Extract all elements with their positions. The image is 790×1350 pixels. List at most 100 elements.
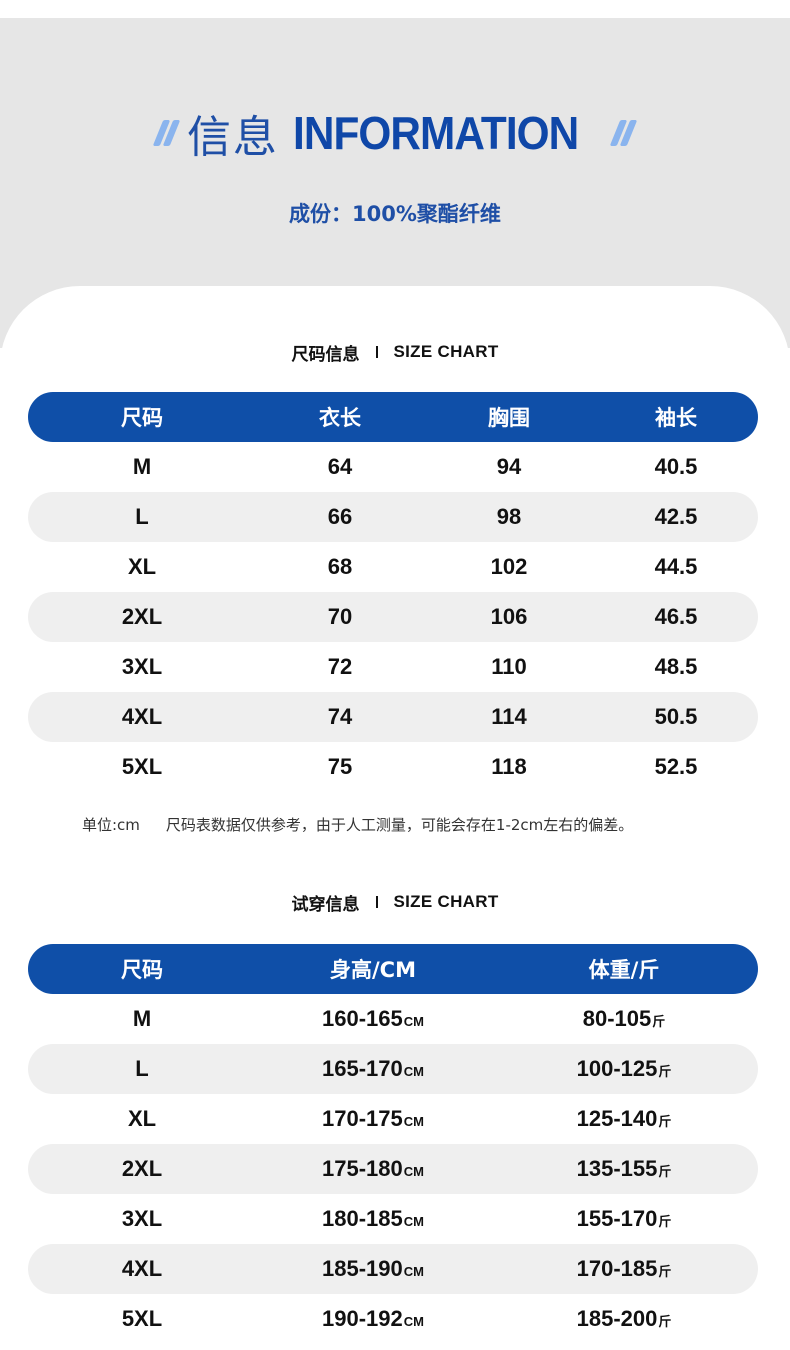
cell-value: 190-192	[322, 1306, 403, 1331]
table-row: M 64 94 40.5	[28, 442, 758, 492]
table-cell: 180-185CM	[256, 1206, 490, 1232]
fit-col-header: 尺码	[121, 958, 163, 982]
size-col-header: 尺码	[121, 406, 163, 430]
table-row: XL 68 102 44.5	[28, 542, 758, 592]
size-col-header: 衣长	[319, 406, 361, 430]
table-cell: 5XL	[121, 754, 163, 779]
table-cell: 48.5	[654, 654, 698, 679]
table-cell: 190-192CM	[256, 1306, 490, 1332]
table-cell: 185-190CM	[256, 1256, 490, 1282]
table-cell: 185-200斤	[490, 1306, 758, 1332]
table-cell: 160-165CM	[256, 1006, 490, 1032]
table-row: L 165-170CM 100-125斤	[28, 1044, 758, 1094]
table-cell: 4XL	[28, 1256, 256, 1282]
table-row: M 160-165CM 80-105斤	[28, 994, 758, 1044]
table-cell: 66	[327, 504, 353, 529]
table-cell: 100-125斤	[490, 1056, 758, 1082]
unit-label: 斤	[658, 1214, 672, 1229]
cell-value: 5XL	[121, 1306, 163, 1331]
cell-value: 3XL	[121, 1206, 163, 1231]
cell-value: 170-185	[576, 1256, 658, 1281]
top-band	[0, 0, 790, 18]
unit-label: 斤	[658, 1064, 672, 1079]
table-row: 4XL 185-190CM 170-185斤	[28, 1244, 758, 1294]
table-cell: 5XL	[28, 1306, 256, 1332]
unit-label: 斤	[652, 1014, 666, 1029]
table-cell: 175-180CM	[256, 1156, 490, 1182]
table-cell: 170-185斤	[490, 1256, 758, 1282]
table-row: 2XL 175-180CM 135-155斤	[28, 1144, 758, 1194]
table-cell: 135-155斤	[490, 1156, 758, 1182]
table-cell: 64	[327, 454, 353, 479]
unit-label: 斤	[658, 1314, 672, 1329]
size-chart-title: 尺码信息 SIZE CHART	[0, 340, 790, 365]
table-cell: 2XL	[28, 1156, 256, 1182]
table-cell: 118	[491, 754, 527, 779]
table-cell: 155-170斤	[490, 1206, 758, 1232]
size-col-header: 胸围	[488, 406, 530, 430]
table-cell: 114	[491, 704, 527, 729]
right-slash-icon	[609, 120, 638, 146]
unit-label: CM	[403, 1114, 424, 1129]
cell-value: 100-125	[576, 1056, 658, 1081]
unit-label: CM	[403, 1064, 424, 1079]
table-row: 4XL 74 114 50.5	[28, 692, 758, 742]
cell-value: 155-170	[576, 1206, 658, 1231]
fit-col-header: 身高/CM	[330, 958, 416, 982]
size-col-header: 袖长	[655, 406, 697, 430]
table-cell: 2XL	[121, 604, 163, 629]
cell-value: 180-185	[322, 1206, 403, 1231]
table-cell: 72	[327, 654, 353, 679]
title-cn: 信息	[186, 112, 279, 163]
table-cell: 42.5	[654, 504, 698, 529]
cell-value: 185-190	[322, 1256, 403, 1281]
unit-label: 斤	[658, 1164, 672, 1179]
unit-label: CM	[403, 1314, 424, 1329]
table-cell: 110	[491, 654, 527, 679]
table-cell: 68	[327, 554, 353, 579]
table-cell: 75	[327, 754, 353, 779]
table-cell: 106	[490, 604, 528, 629]
table-cell: 170-175CM	[256, 1106, 490, 1132]
unit-label: CM	[403, 1014, 424, 1029]
table-cell: 44.5	[654, 554, 698, 579]
table-row: 5XL 75 118 52.5	[28, 742, 758, 792]
cell-value: 135-155	[576, 1156, 658, 1181]
table-cell: 4XL	[121, 704, 163, 729]
table-cell: 50.5	[654, 704, 698, 729]
fit-chart-title-cn: 试穿信息	[291, 894, 360, 915]
size-table-header: 尺码 衣长 胸围 袖长	[28, 392, 758, 442]
cell-value: XL	[127, 1106, 157, 1131]
title-en: INFORMATION	[292, 107, 579, 159]
size-note: 单位:cm 尺码表数据仅供参考，由于人工测量，可能会存在1-2cm左右的偏差。	[82, 814, 633, 835]
cell-value: 175-180	[322, 1156, 403, 1181]
table-cell: 125-140斤	[490, 1106, 758, 1132]
table-cell: 3XL	[28, 1206, 256, 1232]
size-chart-title-cn: 尺码信息	[291, 344, 360, 365]
note-text: 尺码表数据仅供参考，由于人工测量，可能会存在1-2cm左右的偏差。	[165, 816, 634, 834]
table-cell: 165-170CM	[256, 1056, 490, 1082]
info-title: 信息 INFORMATION	[0, 102, 790, 164]
cell-value: L	[135, 1056, 149, 1081]
unit-label: CM	[403, 1264, 424, 1279]
table-cell: 74	[327, 704, 353, 729]
table-row: 3XL 180-185CM 155-170斤	[28, 1194, 758, 1244]
fit-col-header: 体重/斤	[588, 958, 660, 982]
table-cell: L	[28, 1056, 256, 1082]
table-cell: 40.5	[654, 454, 698, 479]
table-cell: 98	[496, 504, 522, 529]
table-cell: XL	[28, 1106, 256, 1132]
unit-label: CM	[403, 1164, 424, 1179]
cell-value: 4XL	[121, 1256, 163, 1281]
table-cell: 70	[327, 604, 353, 629]
unit-label: CM	[403, 1214, 424, 1229]
table-cell: 102	[490, 554, 528, 579]
table-row: XL 170-175CM 125-140斤	[28, 1094, 758, 1144]
table-row: 3XL 72 110 48.5	[28, 642, 758, 692]
cell-value: 160-165	[322, 1006, 403, 1031]
size-chart-title-en: SIZE CHART	[393, 342, 499, 361]
table-row: L 66 98 42.5	[28, 492, 758, 542]
table-cell: 46.5	[654, 604, 698, 629]
table-cell: XL	[127, 554, 157, 579]
cell-value: 165-170	[322, 1056, 403, 1081]
